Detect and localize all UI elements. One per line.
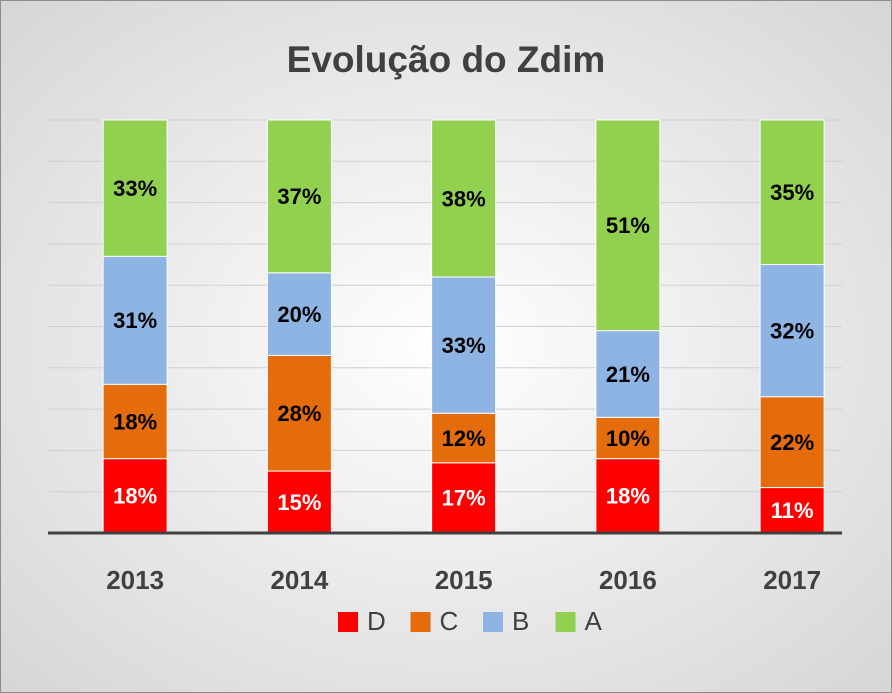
- data-label: 12%: [442, 426, 486, 451]
- data-label: 18%: [113, 484, 157, 509]
- chart-title: Evolução do Zdim: [287, 39, 606, 80]
- data-label: 22%: [770, 430, 814, 455]
- bar-segment: [102, 255, 168, 385]
- legend-swatch: [555, 612, 576, 632]
- bar-segment: [759, 119, 825, 266]
- legend-label: A: [585, 606, 603, 636]
- bar-segment: [266, 119, 332, 274]
- bar-segment: [759, 487, 825, 534]
- x-tick-label: 2017: [763, 565, 821, 595]
- data-label: 28%: [277, 401, 321, 426]
- data-label: 35%: [770, 180, 814, 205]
- data-label: 18%: [113, 409, 157, 434]
- legend-label: C: [440, 606, 459, 636]
- bar-segment: [431, 119, 497, 278]
- bar-segment: [102, 383, 168, 460]
- bar-segment: [102, 119, 168, 257]
- data-label: 17%: [442, 486, 486, 511]
- legend-swatch: [410, 612, 431, 632]
- data-label: 32%: [770, 318, 814, 343]
- bar-segment: [431, 276, 497, 414]
- data-label: 21%: [606, 362, 650, 387]
- data-label: 15%: [277, 490, 321, 515]
- x-tick-label: 2014: [270, 565, 328, 595]
- bar-segment: [266, 272, 332, 356]
- bar-segment: [431, 462, 497, 534]
- legend-label: D: [367, 606, 386, 636]
- bar-segment: [595, 330, 661, 418]
- data-label: 51%: [606, 213, 650, 238]
- bar-segment: [595, 416, 661, 460]
- bar-segment: [431, 412, 497, 464]
- data-label: 18%: [606, 484, 650, 509]
- legend-label: B: [512, 606, 529, 636]
- data-label: 20%: [277, 302, 321, 327]
- data-label: 33%: [113, 176, 157, 201]
- bar-segment: [595, 119, 661, 332]
- data-label: 38%: [442, 186, 486, 211]
- x-tick-label: 2015: [435, 565, 493, 595]
- bar-segment: [759, 264, 825, 398]
- x-tick-label: 2013: [106, 565, 164, 595]
- data-label: 33%: [442, 333, 486, 358]
- bar-segment: [102, 458, 168, 534]
- bar-segment: [759, 396, 825, 489]
- x-tick-label: 2016: [599, 565, 657, 595]
- legend-swatch: [338, 612, 358, 632]
- data-label: 11%: [771, 498, 814, 523]
- data-label: 31%: [113, 308, 157, 333]
- legend-swatch: [483, 612, 503, 632]
- data-label: 37%: [277, 184, 321, 209]
- data-label: 10%: [606, 426, 650, 451]
